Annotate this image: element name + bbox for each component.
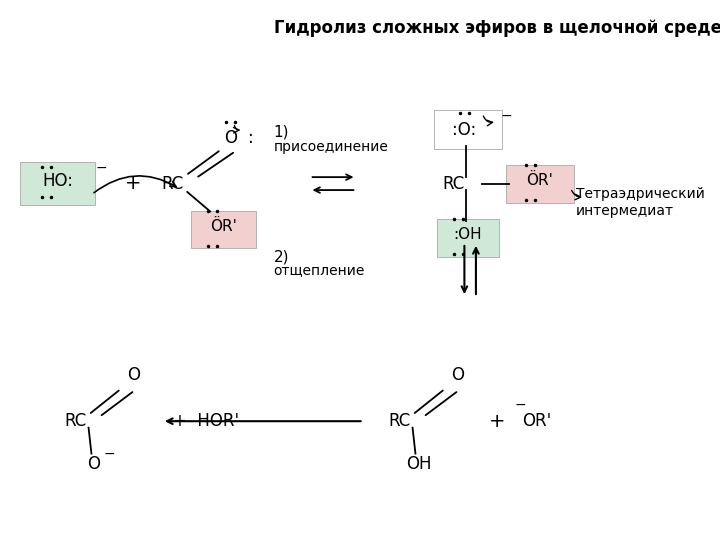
Text: Тетраэдрический
интермедиат: Тетраэдрический интермедиат bbox=[576, 187, 705, 218]
Text: −: − bbox=[104, 447, 115, 461]
Text: ÖR': ÖR' bbox=[526, 173, 554, 188]
FancyBboxPatch shape bbox=[438, 219, 498, 256]
Text: RC: RC bbox=[388, 412, 410, 430]
Text: присоединение: присоединение bbox=[274, 140, 389, 154]
Text: ÖR': ÖR' bbox=[210, 219, 237, 234]
Text: O: O bbox=[451, 366, 464, 384]
Text: :OH: :OH bbox=[454, 227, 482, 242]
Text: O: O bbox=[224, 129, 237, 147]
Text: RC: RC bbox=[64, 412, 86, 430]
Text: +: + bbox=[125, 174, 141, 193]
Text: Гидролиз сложных эфиров в щелочной среде:: Гидролиз сложных эфиров в щелочной среде… bbox=[274, 19, 720, 37]
Text: HO:: HO: bbox=[42, 172, 73, 190]
Text: O: O bbox=[87, 455, 100, 474]
Text: −: − bbox=[501, 109, 513, 123]
Text: отщепление: отщепление bbox=[274, 263, 365, 277]
Text: O: O bbox=[127, 366, 140, 384]
Text: RC: RC bbox=[161, 174, 184, 193]
Text: +  HOR': + HOR' bbox=[173, 412, 239, 430]
Text: 1): 1) bbox=[274, 125, 289, 140]
FancyBboxPatch shape bbox=[191, 211, 256, 248]
Text: OR': OR' bbox=[522, 412, 552, 430]
Text: RC: RC bbox=[442, 174, 464, 193]
FancyBboxPatch shape bbox=[433, 110, 503, 149]
Text: −: − bbox=[515, 398, 526, 412]
FancyBboxPatch shape bbox=[505, 165, 575, 202]
FancyBboxPatch shape bbox=[20, 162, 95, 205]
Text: −: − bbox=[95, 160, 107, 174]
Text: 2): 2) bbox=[274, 249, 289, 264]
Text: +: + bbox=[489, 411, 505, 431]
Text: OH: OH bbox=[406, 455, 432, 474]
Text: :O:: :O: bbox=[452, 120, 477, 139]
Text: :: : bbox=[248, 129, 254, 147]
